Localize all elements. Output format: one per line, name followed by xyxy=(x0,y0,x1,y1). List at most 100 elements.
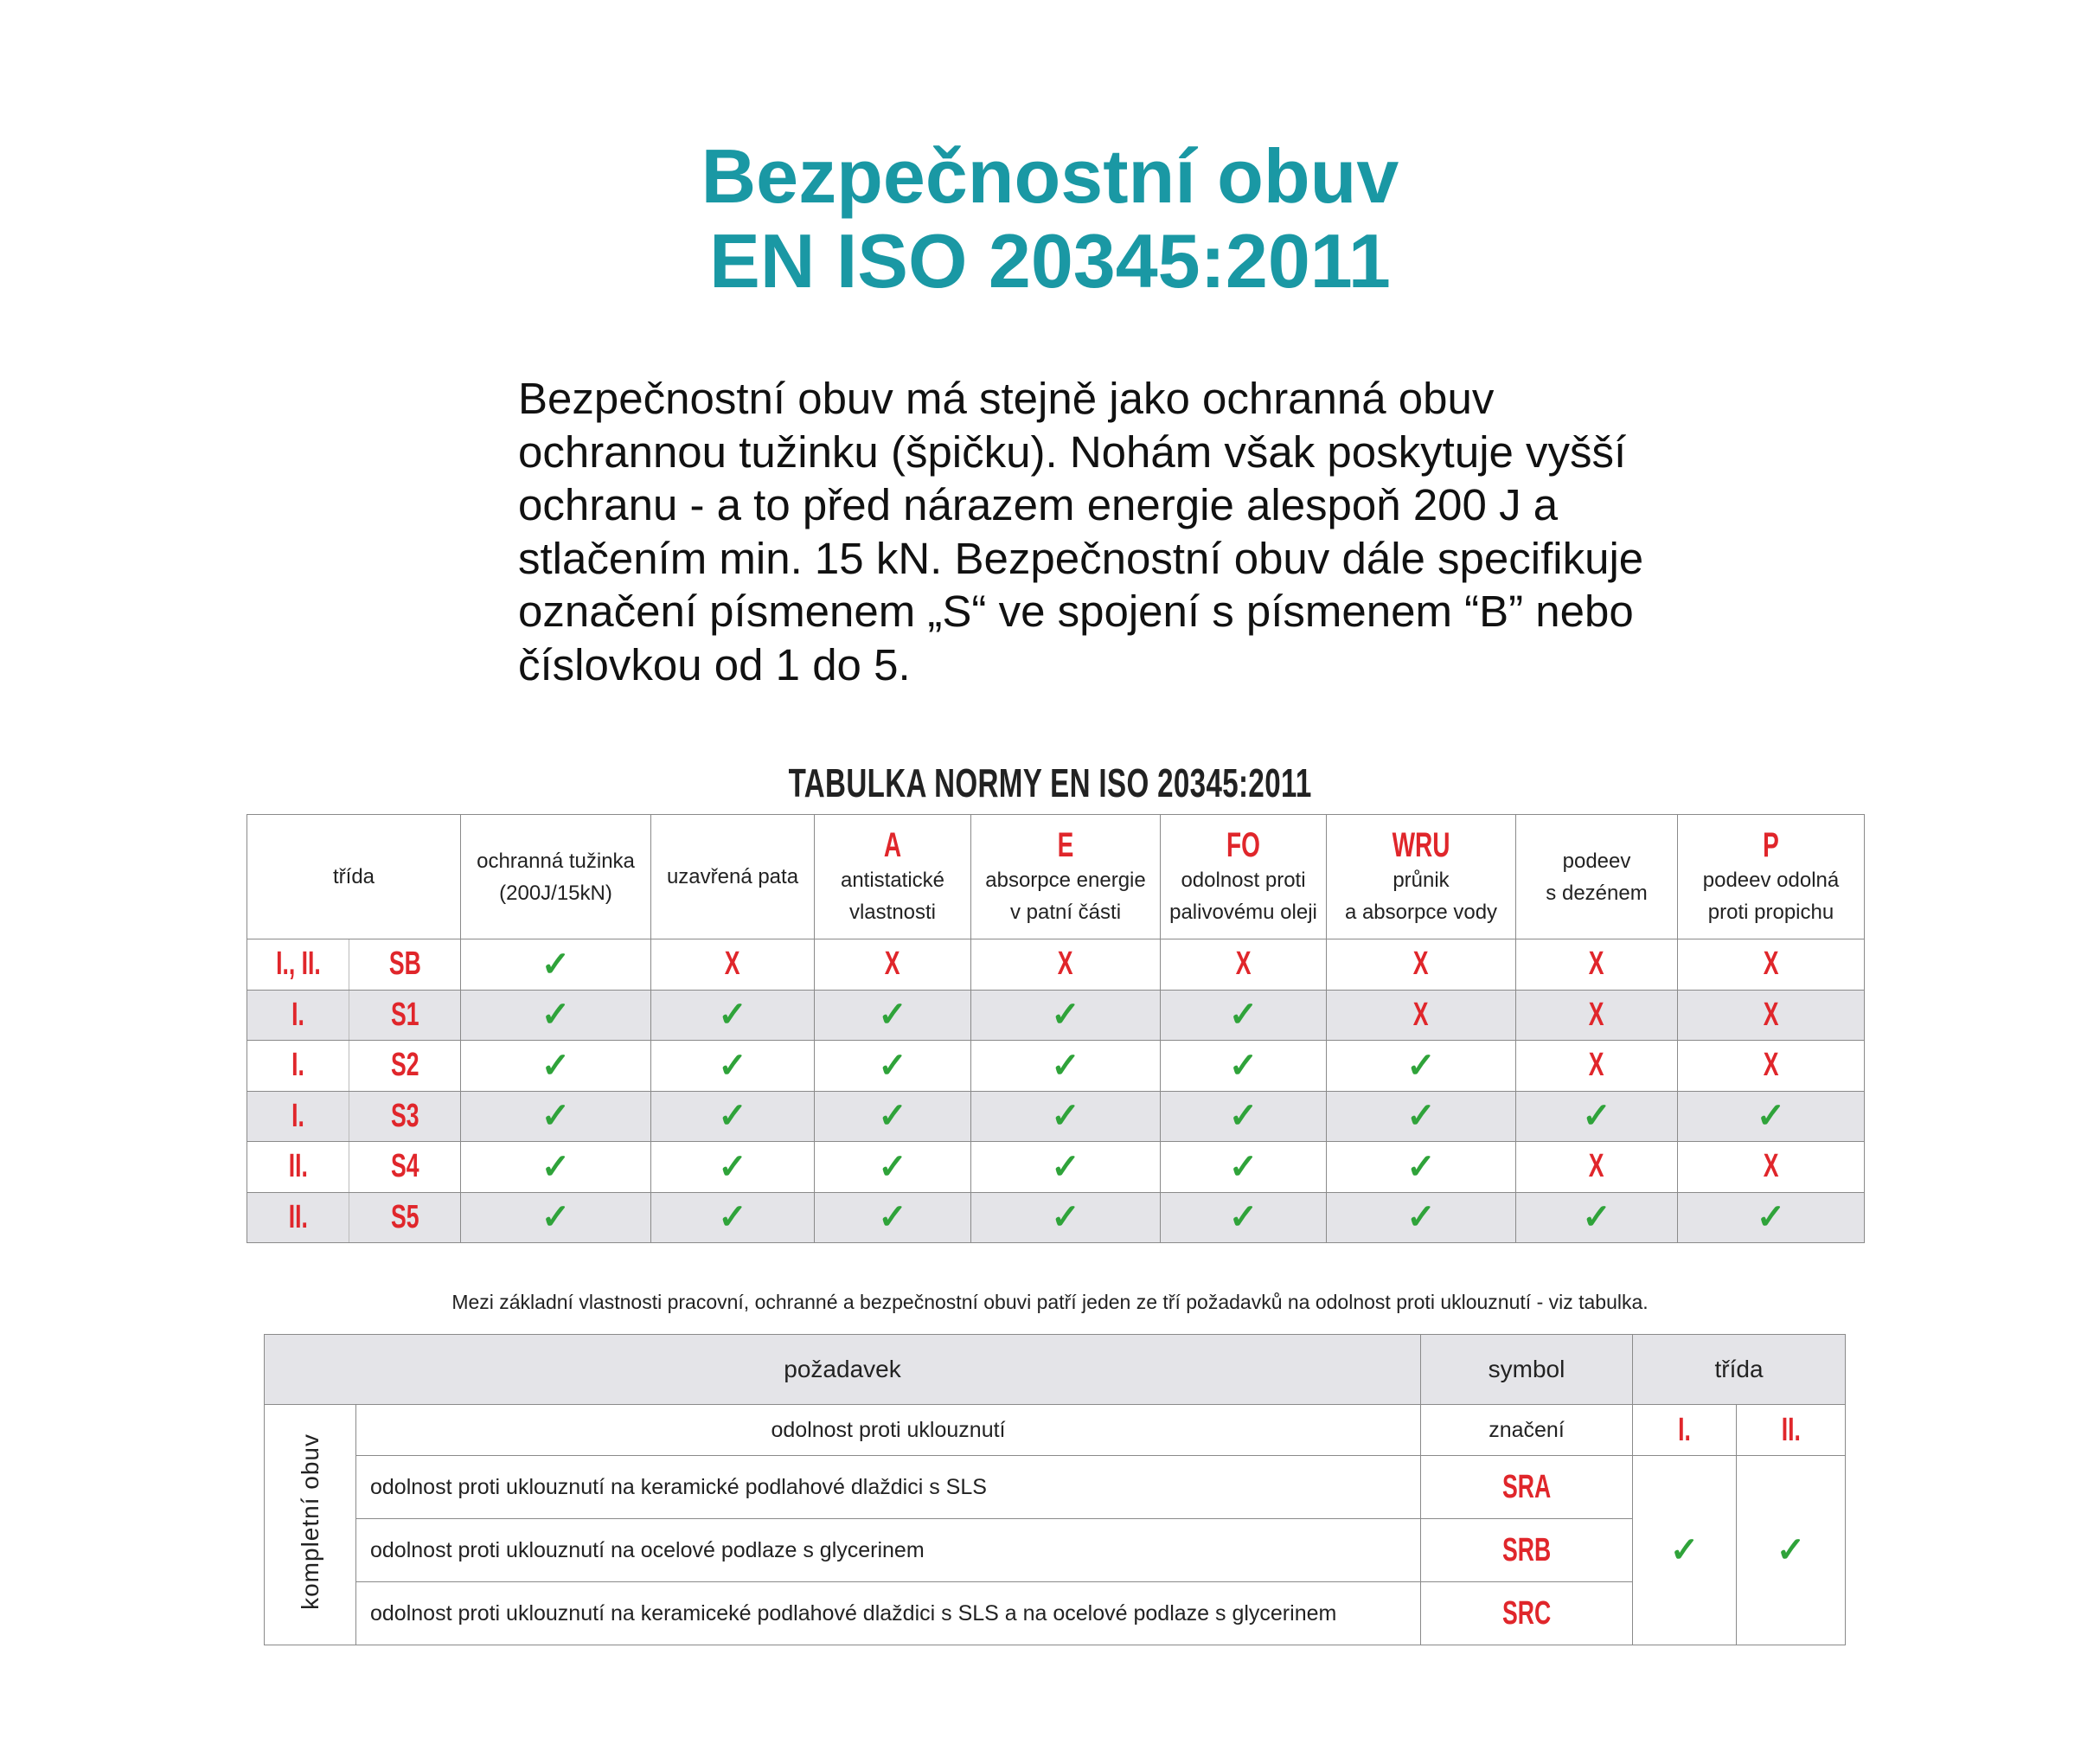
column-code: P xyxy=(1763,825,1779,864)
class-1-label: I. xyxy=(1678,1411,1691,1448)
cross-icon: X xyxy=(725,946,740,983)
column-code: A xyxy=(883,825,902,864)
check-icon: ✓ xyxy=(1051,996,1080,1035)
check-icon: ✓ xyxy=(1051,1097,1080,1136)
check-icon: ✓ xyxy=(878,1097,907,1136)
cross-icon: X xyxy=(1589,946,1604,983)
check-icon: ✓ xyxy=(1228,1046,1258,1085)
check-icon: ✓ xyxy=(1669,1531,1700,1569)
table-title-text: TABULKA NORMY EN ISO 20345:2011 xyxy=(788,760,1312,805)
requirement-text: odolnost proti uklouznutí na ocelové pod… xyxy=(355,1518,1421,1582)
check-icon: ✓ xyxy=(1051,1147,1080,1186)
cross-icon: X xyxy=(1413,946,1429,983)
row-symbol: S3 xyxy=(390,1097,419,1134)
cross-icon: X xyxy=(1235,946,1252,983)
check-icon: ✓ xyxy=(878,1147,907,1186)
check-icon: ✓ xyxy=(1228,996,1258,1035)
table-row: I. S2 ✓ ✓ ✓ ✓ ✓ ✓ X X xyxy=(246,1040,1865,1092)
check-icon: ✓ xyxy=(541,1198,571,1237)
column-label-line1: absorpce energie xyxy=(985,868,1146,892)
check-icon: ✓ xyxy=(1406,1147,1436,1186)
row-symbol: S5 xyxy=(390,1198,419,1235)
cross-icon: X xyxy=(1589,1047,1604,1084)
cross-icon: X xyxy=(1589,996,1604,1033)
check-icon: ✓ xyxy=(1228,1097,1258,1136)
cross-icon: X xyxy=(1763,946,1779,983)
check-icon: ✓ xyxy=(541,996,571,1035)
row-class: I. xyxy=(291,996,304,1033)
side-label: kompletní obuv xyxy=(296,1433,323,1610)
check-icon: ✓ xyxy=(541,1147,571,1186)
check-icon: ✓ xyxy=(1406,1198,1436,1237)
check-icon: ✓ xyxy=(718,1147,747,1186)
row-class: I., II. xyxy=(275,946,321,983)
check-icon: ✓ xyxy=(541,945,571,984)
cross-icon: X xyxy=(1763,1047,1779,1084)
column-label-line2: (200J/15kN) xyxy=(499,881,612,905)
row-class: I. xyxy=(291,1097,304,1134)
check-icon: ✓ xyxy=(1756,1097,1786,1136)
sub-symbol: značení xyxy=(1420,1404,1633,1456)
column-code: WRU xyxy=(1392,825,1450,864)
row-class: II. xyxy=(288,1148,308,1185)
check-icon: ✓ xyxy=(1051,1198,1080,1237)
check-icon: ✓ xyxy=(1228,1198,1258,1237)
symbol-code: SRA xyxy=(1501,1468,1552,1505)
slip-resistance-table: požadavek symbol třída kompletní obuv od… xyxy=(264,1334,1846,1645)
column-header: WRU průnik a absorpce vody xyxy=(1326,814,1516,939)
column-header: uzavřená pata xyxy=(650,814,815,939)
cross-icon: X xyxy=(1763,996,1779,1033)
standard-table: třída ochranná tužinka (200J/15kN) uzavřená… xyxy=(246,814,1865,1243)
column-label-line1: podeev xyxy=(1562,849,1631,873)
requirement-header: požadavek xyxy=(264,1334,1421,1405)
column-header: FO odolnost proti palivovému oleji xyxy=(1160,814,1327,939)
check-icon: ✓ xyxy=(541,1046,571,1085)
table-row: I., II. SB ✓ X X X X X X X xyxy=(246,939,1865,991)
class-header: třída xyxy=(1632,1334,1846,1405)
table-row: II. S4 ✓ ✓ ✓ ✓ ✓ ✓ X X xyxy=(246,1141,1865,1193)
row-class: II. xyxy=(288,1198,308,1235)
column-label-line1: ochranná tužinka xyxy=(477,849,635,873)
symbol-header: symbol xyxy=(1420,1334,1633,1405)
column-header: podeev s dezénem xyxy=(1515,814,1678,939)
check-icon: ✓ xyxy=(718,1097,747,1136)
intro-paragraph: Bezpečnostní obuv má stejně jako ochrann… xyxy=(518,374,1644,689)
column-label-line2: a absorpce vody xyxy=(1344,900,1498,924)
column-label-line1: podeev odolná xyxy=(1702,868,1840,892)
column-header: ochranná tužinka (200J/15kN) xyxy=(460,814,651,939)
column-label-line1: průnik xyxy=(1393,868,1450,892)
column-label-line1: antistatické xyxy=(840,868,945,892)
check-icon: ✓ xyxy=(1406,1046,1436,1085)
table-row: II. S5 ✓ ✓ ✓ ✓ ✓ ✓ ✓ ✓ xyxy=(246,1191,1865,1243)
table-row: I. S1 ✓ ✓ ✓ ✓ ✓ X X X xyxy=(246,989,1865,1041)
check-icon: ✓ xyxy=(718,996,747,1035)
check-icon: ✓ xyxy=(718,1046,747,1085)
class-2-label: II. xyxy=(1781,1411,1801,1448)
note-text: Mezi základní vlastnosti pracovní, ochra… xyxy=(451,1291,1649,1313)
check-icon: ✓ xyxy=(878,996,907,1035)
column-label-line2: s dezénem xyxy=(1546,881,1648,905)
title-line-2: EN ISO 20345:2011 xyxy=(709,218,1391,304)
symbol-code: SRC xyxy=(1501,1594,1552,1632)
sub-requirement: odolnost proti uklouznutí xyxy=(355,1404,1421,1456)
column-label-line2: palivovému oleji xyxy=(1169,900,1317,924)
row-symbol: S4 xyxy=(390,1148,419,1185)
column-label-line2: vlastnosti xyxy=(848,900,937,924)
check-icon: ✓ xyxy=(1582,1097,1611,1136)
check-icon: ✓ xyxy=(878,1198,907,1237)
check-icon: ✓ xyxy=(878,1046,907,1085)
symbol-code: SRB xyxy=(1501,1531,1552,1568)
column-code: E xyxy=(1057,825,1074,864)
cross-icon: X xyxy=(1413,996,1429,1033)
column-code: FO xyxy=(1226,825,1260,864)
column-label-line1: odolnost proti xyxy=(1181,868,1306,892)
cross-icon: X xyxy=(885,946,900,983)
requirement-text: odolnost proti uklouznutí na keramické p… xyxy=(355,1455,1421,1519)
class-header: třída xyxy=(246,814,461,939)
check-icon: ✓ xyxy=(1051,1046,1080,1085)
check-icon: ✓ xyxy=(718,1198,747,1237)
check-icon: ✓ xyxy=(1228,1147,1258,1186)
table-row: I. S3 ✓ ✓ ✓ ✓ ✓ ✓ ✓ ✓ xyxy=(246,1090,1865,1142)
